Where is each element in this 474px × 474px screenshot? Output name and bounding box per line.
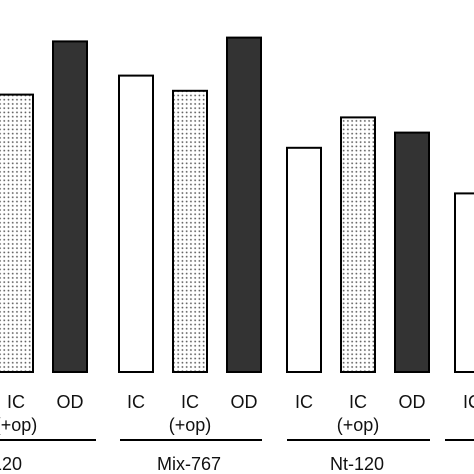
bar-nt-120-od <box>394 131 430 373</box>
tick-label: OD <box>399 392 426 412</box>
group-label: Mix-120 <box>0 454 22 474</box>
tick-label: OD <box>231 392 258 412</box>
bars-layer <box>0 36 474 374</box>
group-label: Mix-767 <box>157 454 221 474</box>
group-labels-layer: Mix-120 Mix-767 Nt-120 <box>0 439 474 474</box>
bar-group4-ic <box>454 192 474 373</box>
tick-label: IC <box>349 392 367 412</box>
bar-nt-120-ic <box>286 146 322 373</box>
tick-label-sub: (+op) <box>0 415 37 435</box>
bar-mix-120-ic-op- <box>0 93 34 373</box>
tick-label: IC <box>181 392 199 412</box>
tick-label: IC <box>295 392 313 412</box>
bar-mix-767-od <box>226 36 262 373</box>
bar-mix-767-ic <box>118 74 154 373</box>
tick-label: IC <box>127 392 145 412</box>
bar-nt-120-ic-op- <box>340 116 376 374</box>
tick-label: IC <box>463 392 474 412</box>
tick-label-sub: (+op) <box>337 415 380 435</box>
tick-label: OD <box>57 392 84 412</box>
tick-label: IC <box>7 392 25 412</box>
tick-label-sub: (+op) <box>169 415 212 435</box>
group-label: Nt-120 <box>330 454 384 474</box>
bar-mix-120-od <box>52 40 88 374</box>
bar-mix-767-ic-op- <box>172 89 208 374</box>
